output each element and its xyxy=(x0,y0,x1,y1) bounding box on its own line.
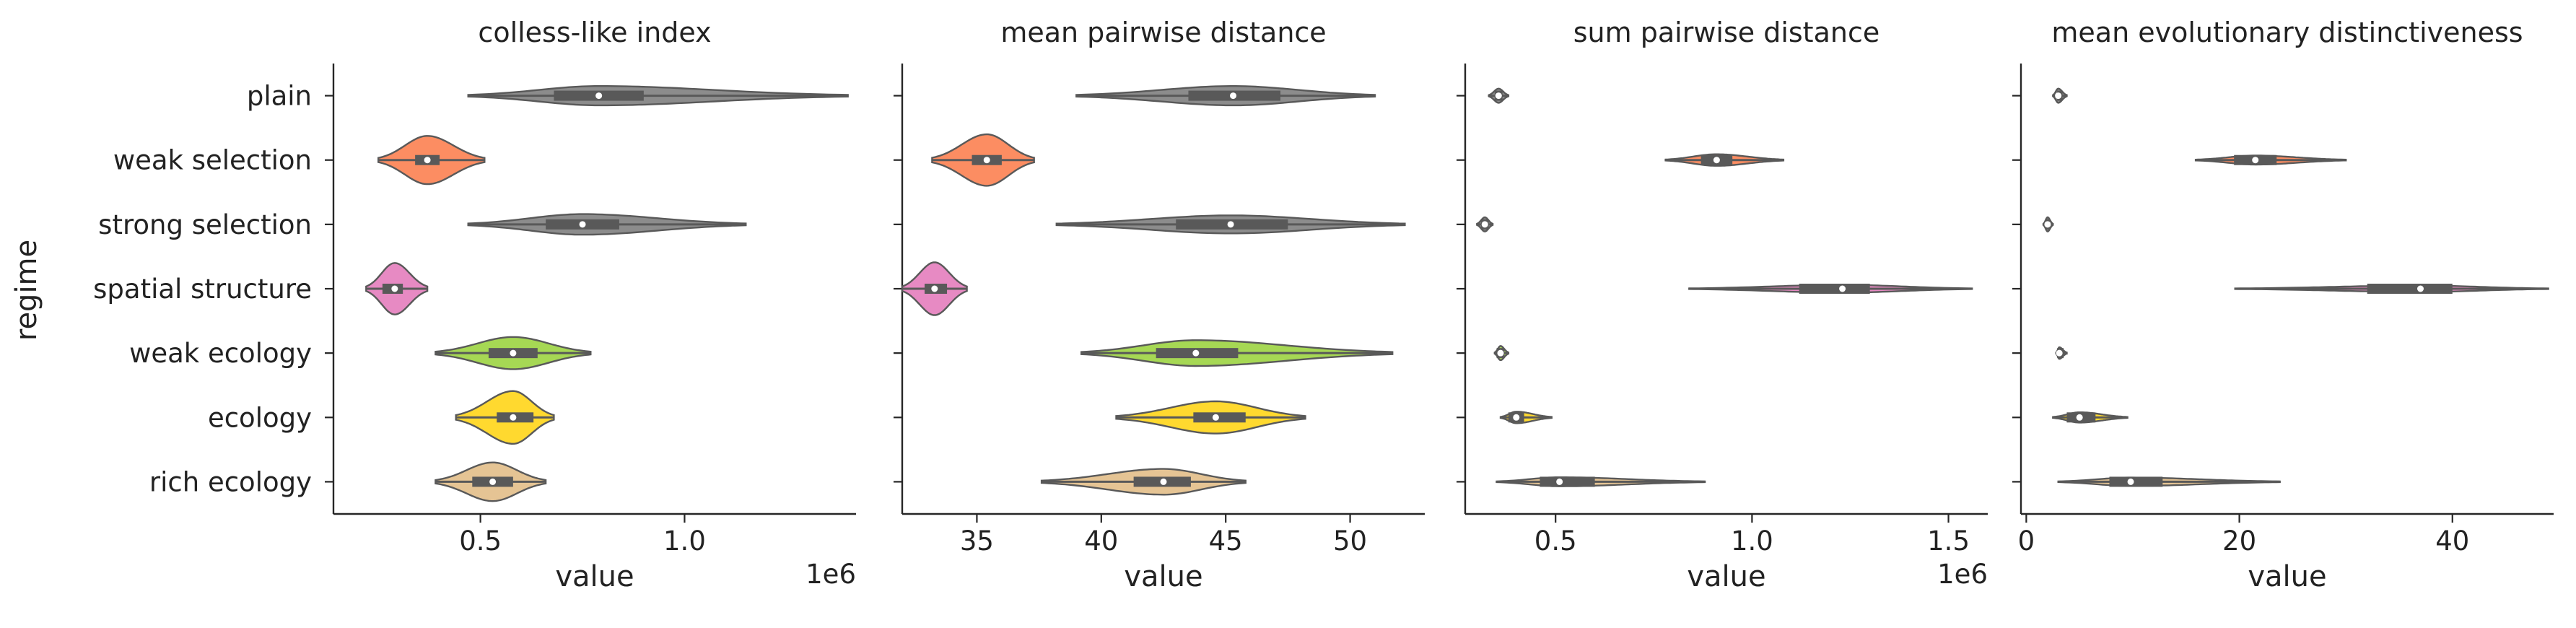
violin-median xyxy=(1230,92,1237,100)
violin-median xyxy=(1495,92,1502,100)
violin-median xyxy=(2056,349,2063,357)
violin-median xyxy=(1481,221,1488,228)
violin-median xyxy=(2127,478,2134,485)
violin-median xyxy=(2252,157,2259,164)
violin-spatial-structure xyxy=(901,261,968,316)
violin-median xyxy=(1497,349,1504,357)
violin-iqr-box xyxy=(1799,284,1870,294)
regime-label: weak selection xyxy=(113,145,312,176)
violin-median xyxy=(2044,221,2051,228)
violin-median xyxy=(2417,285,2424,292)
violin-rich-ecology xyxy=(1040,468,1247,496)
regime-labels: plain weak selection strong selection spati… xyxy=(93,81,312,498)
x-tick-label: 50 xyxy=(1333,525,1367,557)
violin-spatial-structure xyxy=(1688,284,1973,294)
violin-median xyxy=(2055,92,2062,100)
violin-weak-ecology xyxy=(1080,339,1394,367)
violin-iqr-box xyxy=(2367,284,2453,294)
x-axis-label: value xyxy=(555,560,634,593)
y-axis-label: regime xyxy=(10,240,43,341)
x-tick-label: 40 xyxy=(1084,525,1118,557)
x-tick-label: 20 xyxy=(2222,525,2256,557)
violin-rich-ecology xyxy=(435,461,547,502)
violin-weak-selection xyxy=(2194,154,2347,166)
violin-median xyxy=(1513,414,1520,421)
regime-label: spatial structure xyxy=(93,274,312,305)
violin-strong-selection xyxy=(1476,216,1494,232)
violin-rich-ecology xyxy=(2057,476,2281,487)
violin-median xyxy=(931,285,938,292)
violin-median xyxy=(1192,349,1200,357)
violin-median xyxy=(1160,478,1167,485)
panel-title: mean evolutionary distinctiveness xyxy=(2051,17,2523,48)
violin-weak-ecology xyxy=(2055,346,2068,360)
violin-median xyxy=(424,157,431,164)
panel-2: mean pairwise distance 35 40 45 50 value xyxy=(894,17,1425,593)
violin-median xyxy=(2076,414,2083,421)
x-tick-label: 45 xyxy=(1209,525,1243,557)
violin-median xyxy=(1713,157,1720,164)
violin-weak-ecology xyxy=(1493,345,1510,362)
violin-plain xyxy=(467,84,849,107)
violin-median xyxy=(1839,285,1846,292)
violin-weak-ecology xyxy=(435,336,592,370)
regime-label: ecology xyxy=(208,402,312,433)
violin-ecology xyxy=(1115,400,1306,435)
violin-ecology xyxy=(1499,411,1553,424)
x-tick-label: 35 xyxy=(960,525,994,557)
violin-strong-selection xyxy=(1055,214,1406,235)
panel-title: colless-like index xyxy=(478,17,711,48)
violin-spatial-structure xyxy=(365,262,429,315)
violin-median xyxy=(983,157,990,164)
violin-weak-selection xyxy=(931,133,1035,187)
violin-median xyxy=(1212,414,1219,421)
x-tick-label: 1.0 xyxy=(1731,525,1773,557)
x-tick-label: 0.5 xyxy=(1534,525,1577,557)
regime-label: plain xyxy=(247,81,312,112)
x-tick-label: 0.5 xyxy=(459,525,502,557)
violin-median xyxy=(579,221,586,228)
violin-rich-ecology xyxy=(1496,476,1706,487)
regime-label: weak ecology xyxy=(129,338,312,369)
violin-strong-selection xyxy=(467,213,747,236)
violin-weak-selection xyxy=(1664,153,1785,167)
violin-ecology xyxy=(2052,411,2129,424)
x-tick-label: 40 xyxy=(2435,525,2469,557)
violin-plain xyxy=(1488,87,1510,104)
regime-label: rich ecology xyxy=(149,466,312,497)
violin-median xyxy=(1227,221,1234,228)
panel-title: mean pairwise distance xyxy=(1000,17,1326,48)
violin-iqr-box xyxy=(2109,476,2163,487)
violin-ecology xyxy=(455,390,555,445)
violin-median xyxy=(510,414,517,421)
panel-3: sum pairwise distance 0.5 1.0 1.5 value 1e6 xyxy=(1457,17,1988,593)
panel-title: sum pairwise distance xyxy=(1573,17,1879,48)
x-offset-label: 1e6 xyxy=(805,559,856,590)
regime-label: strong selection xyxy=(98,209,312,240)
violin-iqr-box xyxy=(1193,412,1246,423)
x-tick-label: 1.5 xyxy=(1927,525,1970,557)
violin-strong-selection xyxy=(2042,216,2054,233)
violin-spatial-structure xyxy=(2234,284,2549,294)
panel-4: mean evolutionary distinctiveness 0 20 40 va… xyxy=(2012,17,2554,593)
violin-median xyxy=(1556,478,1563,485)
violin-plain xyxy=(1075,84,1376,107)
panel-1: colless-like index 0.5 1.0 value 1e6 xyxy=(325,17,856,593)
violin-median xyxy=(391,285,398,292)
violin-weak-selection xyxy=(377,135,486,186)
x-axis-label: value xyxy=(1687,560,1765,593)
violin-iqr-box xyxy=(1540,476,1595,487)
x-axis-label: value xyxy=(1124,560,1202,593)
x-axis-label: value xyxy=(2248,560,2326,593)
violin-median xyxy=(489,478,497,485)
violin-median xyxy=(510,349,517,357)
x-offset-label: 1e6 xyxy=(1937,559,1988,590)
x-tick-label: 1.0 xyxy=(663,525,706,557)
violin-plain xyxy=(2052,87,2068,104)
violin-median xyxy=(595,92,603,100)
x-tick-label: 0 xyxy=(2018,525,2035,557)
